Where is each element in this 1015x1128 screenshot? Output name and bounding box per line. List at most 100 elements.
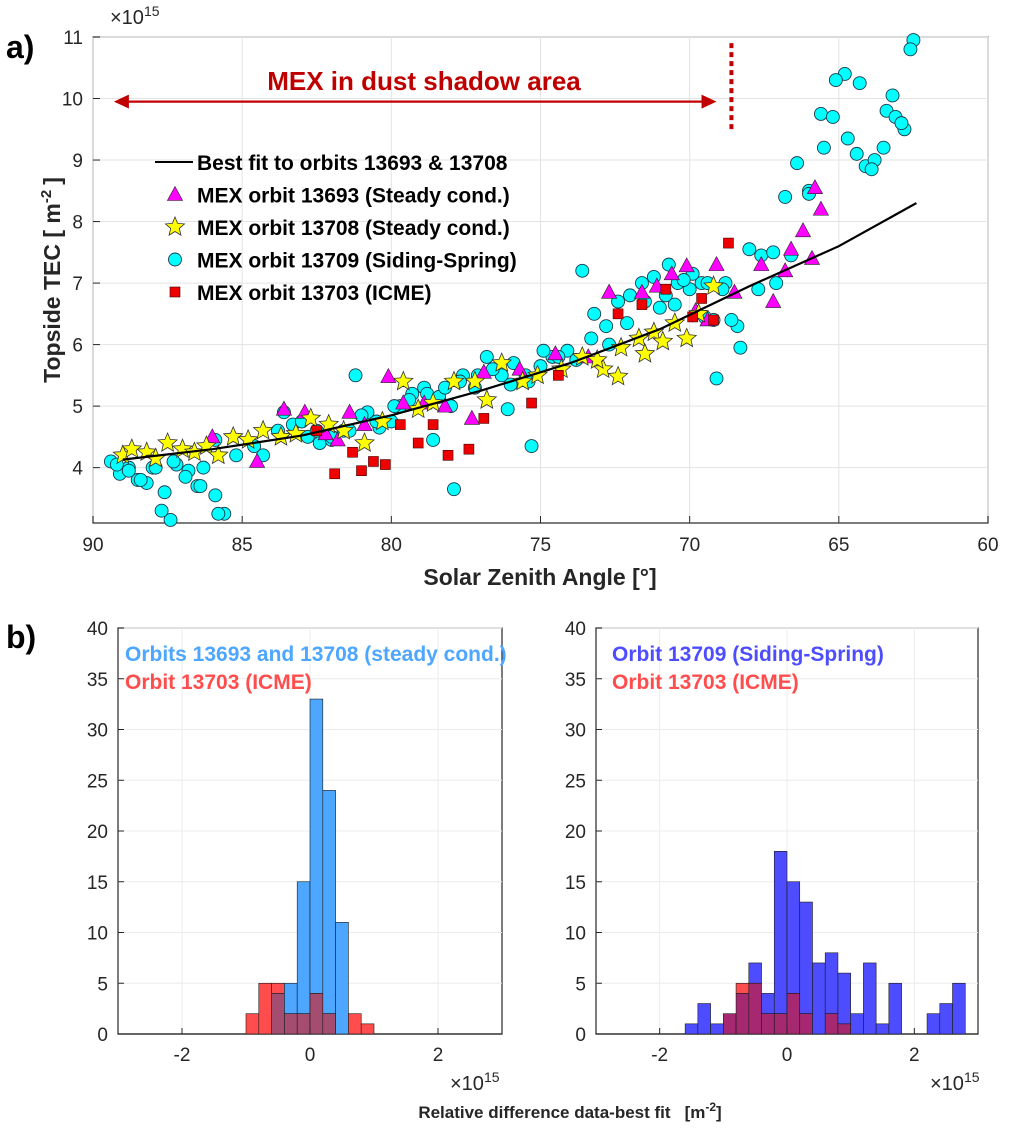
histogram-steady-overlap-bar bbox=[322, 1013, 336, 1035]
legend-entry: MEX orbit 13709 (Siding-Spring) bbox=[197, 250, 517, 273]
histogram-siding-overlap-bar bbox=[799, 1013, 813, 1035]
histogram-steady-y-tick-label: 15 bbox=[87, 873, 108, 894]
histogram-siding-panel: -2 0 2 0 5 10 15 20 25 30 35 40 Orbit 13709 (Sidin… bbox=[565, 619, 980, 1095]
histogram-siding-overlap-bar bbox=[723, 1013, 737, 1035]
histogram-steady-y-tick-label: 0 bbox=[97, 1025, 108, 1046]
scatter-point-circle bbox=[709, 371, 724, 386]
scatter-point-circle bbox=[894, 116, 909, 131]
scatter-point-star bbox=[476, 388, 498, 409]
scatter-point-triangle bbox=[765, 292, 782, 308]
scatter-point-square bbox=[708, 314, 719, 326]
scatter-point-star bbox=[157, 431, 179, 452]
dust-shadow-label: MEX in dust shadow area bbox=[267, 66, 581, 96]
scatter-point-circle bbox=[828, 73, 843, 88]
scatter-legend: Best fit to orbits 13693 & 13708 MEX orbi… bbox=[155, 152, 517, 305]
scatter-x-ticks: 90 85 80 75 70 65 60 bbox=[82, 516, 999, 556]
scatter-series bbox=[103, 33, 921, 527]
histogram-steady-y-tick-label: 20 bbox=[87, 822, 108, 843]
histogram-siding-y-ticks: 0 5 10 15 20 25 30 35 40 bbox=[565, 619, 602, 1046]
histogram-siding-x-tick-label: 2 bbox=[909, 1045, 920, 1066]
scatter-point-square bbox=[427, 419, 439, 430]
scatter-point-circle bbox=[524, 439, 539, 454]
histogram-siding-bars bbox=[596, 850, 978, 1035]
scatter-point-square bbox=[394, 419, 406, 430]
histogram-siding-x-tick-label: -2 bbox=[651, 1045, 668, 1066]
histogram-steady-y-tick-label: 30 bbox=[87, 721, 108, 742]
scatter-point-star bbox=[676, 327, 698, 348]
histogram-steady-y-tick-label: 25 bbox=[87, 771, 108, 792]
scatter-y-tick-label: 10 bbox=[62, 90, 83, 111]
scatter-point-circle bbox=[536, 343, 551, 358]
histogram-siding-y-tick-label: 40 bbox=[565, 619, 586, 640]
histogram-siding-main-bar bbox=[850, 1013, 864, 1035]
histogram-siding-y-tick-label: 15 bbox=[565, 873, 586, 894]
scatter-point-triangle bbox=[633, 283, 651, 299]
scatter-point-square bbox=[368, 456, 379, 467]
scatter-point-circle bbox=[769, 276, 784, 291]
histogram-siding-y-tick-label: 20 bbox=[565, 822, 586, 843]
histogram-siding-overlap-bar bbox=[824, 1013, 839, 1035]
scatter-point-circle bbox=[852, 76, 867, 91]
scatter-y-tick-label: 4 bbox=[72, 459, 83, 480]
histogram-steady-panel: -2 0 2 0 5 10 15 20 25 30 35 40 Orbits 13693 and 1… bbox=[87, 619, 507, 1095]
legend-swatch-triangle bbox=[166, 185, 184, 201]
scatter-point-star bbox=[392, 370, 414, 391]
histogram-siding-main-bar bbox=[710, 1023, 724, 1035]
histogram-siding-main-bar bbox=[786, 881, 801, 994]
scatter-point-square bbox=[696, 293, 707, 304]
scatter-y-tick-label: 6 bbox=[72, 336, 83, 357]
scatter-point-circle bbox=[208, 488, 223, 503]
scatter-point-circle bbox=[575, 263, 590, 278]
scatter-panel: 90 85 80 75 70 65 60 4 5 6 7 8 9 10 11 MEX in dust sh… bbox=[38, 3, 999, 590]
histogram-steady-bars bbox=[118, 698, 502, 1035]
histogram-steady-y-tick-label: 5 bbox=[97, 974, 108, 995]
histogram-steady-x-ticks: -2 0 2 bbox=[174, 1028, 443, 1066]
histogram-steady-main-bar bbox=[335, 922, 349, 1035]
histogram-steady-icme-bar bbox=[360, 1023, 375, 1035]
scatter-y-tick-label: 9 bbox=[72, 151, 83, 172]
legend-swatch-square bbox=[169, 286, 181, 298]
scatter-point-star bbox=[464, 370, 486, 391]
legend-entry: MEX orbit 13708 (Steady cond.) bbox=[197, 217, 510, 240]
scatter-point-circle bbox=[193, 479, 208, 494]
histogram-steady-icme-bar bbox=[348, 1013, 362, 1035]
histogram-siding-main-bar bbox=[799, 901, 813, 1014]
scatter-point-circle bbox=[876, 140, 891, 155]
scatter-point-circle bbox=[849, 146, 864, 161]
scatter-y-tick-label: 11 bbox=[63, 28, 83, 49]
scatter-point-star bbox=[491, 352, 513, 372]
scatter-point-circle bbox=[825, 110, 840, 124]
scatter-point-circle bbox=[500, 402, 515, 417]
scatter-point-circle bbox=[154, 503, 169, 518]
histogram-steady-overlap-bar bbox=[296, 1013, 311, 1035]
legend-swatch-circle bbox=[168, 252, 182, 267]
histogram-steady-main-bar bbox=[296, 881, 311, 1014]
scatter-point-square bbox=[463, 443, 475, 455]
histogram-siding-y-tick-label: 5 bbox=[575, 974, 586, 995]
histogram-siding-overlap-bar bbox=[837, 1023, 851, 1035]
scatter-point-circle bbox=[229, 448, 244, 463]
histogram-siding-main-bar bbox=[824, 952, 839, 1014]
scatter-point-triangle bbox=[356, 415, 373, 431]
scatter-point-triangle bbox=[248, 452, 266, 468]
scatter-point-star bbox=[252, 419, 274, 440]
histogram-siding-y-tick-label: 30 bbox=[565, 721, 586, 742]
scatter-point-triangle bbox=[601, 283, 618, 299]
scatter-point-circle bbox=[157, 485, 172, 500]
histogram-siding-main-bar bbox=[837, 972, 851, 1025]
histogram-steady-main-bar bbox=[284, 982, 298, 1015]
scatter-point-triangle bbox=[511, 360, 528, 376]
histogram-siding-overlap-bar bbox=[735, 993, 750, 1035]
dust-shadow-arrow-right-head bbox=[701, 94, 717, 109]
scatter-point-circle bbox=[816, 140, 831, 155]
histogram-steady-x-tick-label: -2 bbox=[174, 1045, 191, 1066]
histogram-siding-overlap-bar bbox=[748, 982, 762, 1035]
histogram-siding-main-bar bbox=[748, 962, 762, 984]
scatter-y-ticks: 4 5 6 7 8 9 10 11 bbox=[62, 28, 100, 480]
histogram-steady-legend-2: Orbit 13703 (ICME) bbox=[125, 671, 312, 694]
histogram-siding-y-tick-label: 10 bbox=[565, 924, 586, 945]
scatter-y-tick-label: 5 bbox=[72, 397, 83, 418]
histogram-siding-main-bar bbox=[875, 1023, 890, 1035]
scatter-point-triangle bbox=[794, 222, 812, 238]
